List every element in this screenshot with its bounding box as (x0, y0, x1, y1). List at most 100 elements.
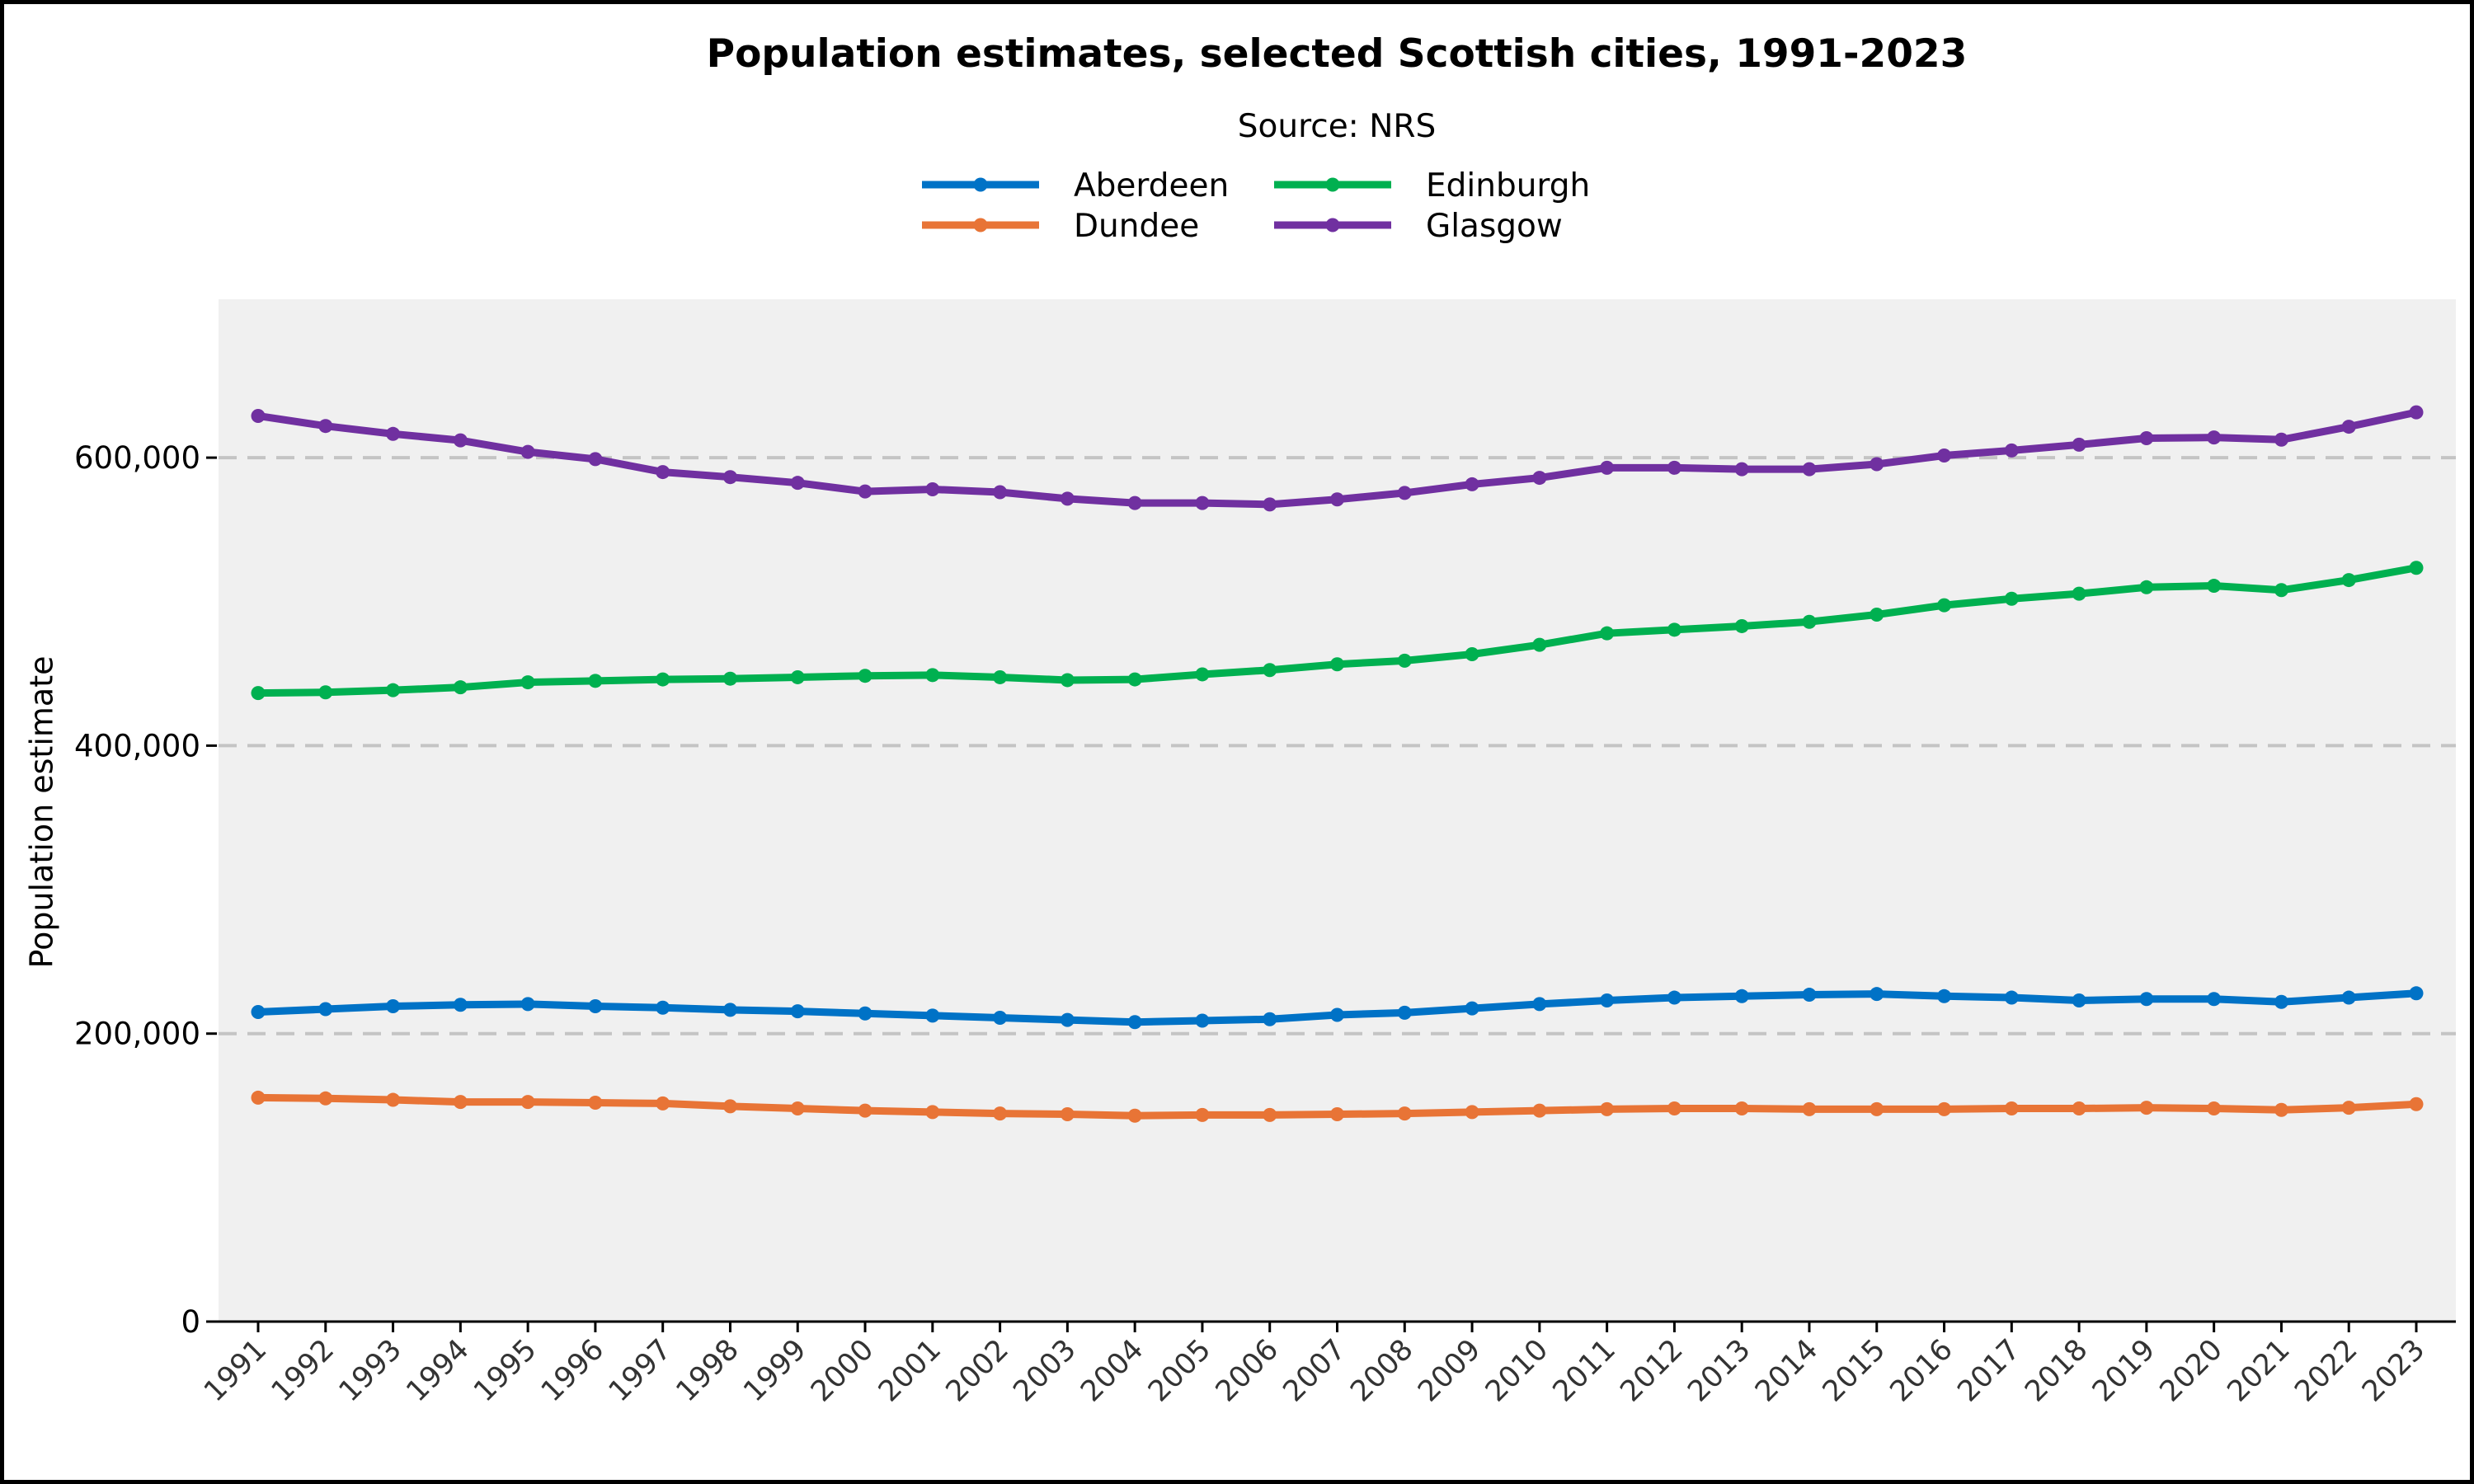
data-point-glasgow (790, 476, 805, 491)
series-glasgow (251, 405, 2424, 512)
x-tick-label: 2015 (1817, 1333, 1892, 1408)
x-tick-label: 1994 (400, 1333, 475, 1408)
data-point-dundee (1060, 1107, 1075, 1122)
data-point-edinburgh (2207, 579, 2222, 594)
x-tick-label: 2022 (2288, 1333, 2363, 1408)
x-tick-label: 2001 (872, 1333, 948, 1408)
legend-label: Aberdeen (1074, 167, 1229, 204)
data-point-edinburgh (1263, 663, 1277, 678)
data-point-aberdeen (1195, 1013, 1210, 1028)
data-point-edinburgh (1465, 647, 1479, 662)
data-point-edinburgh (1397, 653, 1412, 668)
data-point-edinburgh (2274, 583, 2288, 598)
data-point-glasgow (318, 419, 333, 434)
data-point-dundee (656, 1096, 670, 1111)
x-tick-label: 2003 (1007, 1333, 1082, 1408)
data-point-dundee (858, 1103, 872, 1118)
data-point-dundee (2409, 1097, 2424, 1111)
legend: Aberdeen Dundee Edinburgh Glasgow (922, 167, 1590, 245)
data-point-aberdeen (1937, 989, 1952, 1003)
data-point-dundee (2072, 1101, 2086, 1116)
data-point-edinburgh (1532, 637, 1547, 652)
data-point-dundee (386, 1092, 401, 1107)
data-point-aberdeen (1667, 990, 1681, 1005)
data-point-aberdeen (1802, 988, 1817, 1003)
data-point-dundee (1465, 1105, 1479, 1120)
y-tick-label: 0 (181, 1304, 200, 1340)
data-point-aberdeen (925, 1008, 940, 1023)
data-point-glasgow (1937, 448, 1952, 463)
x-tick-label: 2008 (1344, 1333, 1419, 1408)
data-point-glasgow (386, 426, 401, 441)
data-point-dundee (453, 1095, 468, 1110)
data-point-aberdeen (1060, 1012, 1075, 1027)
data-point-aberdeen (2274, 994, 2288, 1009)
data-point-aberdeen (1465, 1001, 1479, 1016)
x-tick-label: 2018 (2019, 1333, 2094, 1408)
series-edinburgh (251, 561, 2424, 701)
x-tick-label: 2021 (2222, 1333, 2297, 1408)
legend-label: Dundee (1074, 208, 1199, 245)
data-point-aberdeen (2072, 993, 2086, 1008)
data-point-glasgow (2274, 432, 2288, 447)
x-tick-label: 2000 (805, 1333, 880, 1408)
data-point-aberdeen (790, 1004, 805, 1019)
data-point-dundee (2207, 1101, 2222, 1116)
data-point-dundee (520, 1095, 535, 1110)
data-point-aberdeen (722, 1003, 737, 1017)
data-point-dundee (1937, 1101, 1952, 1116)
data-point-glasgow (2139, 431, 2154, 446)
data-point-glasgow (858, 484, 872, 499)
legend-item-aberdeen: Aberdeen (922, 167, 1229, 204)
data-point-glasgow (1870, 457, 1884, 472)
x-tick-label: 2004 (1075, 1333, 1150, 1408)
x-tick-label: 1995 (468, 1333, 543, 1408)
data-point-dundee (1195, 1107, 1210, 1122)
data-point-glasgow (925, 482, 940, 497)
x-tick-label: 2010 (1479, 1333, 1554, 1408)
legend-item-edinburgh: Edinburgh (1274, 167, 1590, 204)
data-point-edinburgh (251, 686, 266, 701)
data-point-edinburgh (1667, 622, 1681, 637)
x-tick-label: 2020 (2154, 1333, 2229, 1408)
data-point-glasgow (1667, 460, 1681, 475)
plot-area (219, 299, 2456, 1322)
data-point-aberdeen (2139, 992, 2154, 1007)
data-point-aberdeen (520, 997, 535, 1012)
legend-swatch-marker (973, 177, 988, 192)
data-point-edinburgh (453, 680, 468, 695)
data-point-edinburgh (722, 671, 737, 686)
legend-label: Edinburgh (1426, 167, 1590, 204)
data-point-aberdeen (1397, 1005, 1412, 1020)
data-point-edinburgh (1060, 673, 1075, 688)
data-point-glasgow (656, 465, 670, 480)
data-point-glasgow (1600, 460, 1615, 475)
data-point-aberdeen (2409, 986, 2424, 1001)
legend-swatch-marker (973, 218, 988, 232)
data-point-aberdeen (1263, 1012, 1277, 1026)
data-point-glasgow (2409, 405, 2424, 420)
data-point-glasgow (1127, 495, 1142, 510)
data-point-edinburgh (1330, 657, 1344, 672)
data-point-edinburgh (2341, 573, 2356, 588)
x-tick-label: 2006 (1210, 1333, 1285, 1408)
x-tick-label: 2005 (1142, 1333, 1217, 1408)
x-tick-label: 2017 (1951, 1333, 2026, 1408)
y-axis: 0 200,000 400,000 600,000 (74, 440, 217, 1340)
data-point-edinburgh (520, 675, 535, 690)
data-point-dundee (790, 1101, 805, 1116)
data-point-dundee (251, 1090, 266, 1105)
data-point-dundee (1127, 1108, 1142, 1123)
series-layer (251, 405, 2424, 1123)
y-tick-label: 200,000 (74, 1017, 200, 1052)
data-point-glasgow (722, 470, 737, 485)
data-point-dundee (1397, 1106, 1412, 1121)
data-point-glasgow (1802, 462, 1817, 477)
data-point-aberdeen (588, 999, 603, 1014)
y-tick-label: 600,000 (74, 440, 200, 476)
chart-title: Population estimates, selected Scottish … (707, 31, 1968, 77)
data-point-aberdeen (656, 1000, 670, 1015)
data-point-glasgow (588, 452, 603, 467)
data-point-glasgow (251, 408, 266, 423)
